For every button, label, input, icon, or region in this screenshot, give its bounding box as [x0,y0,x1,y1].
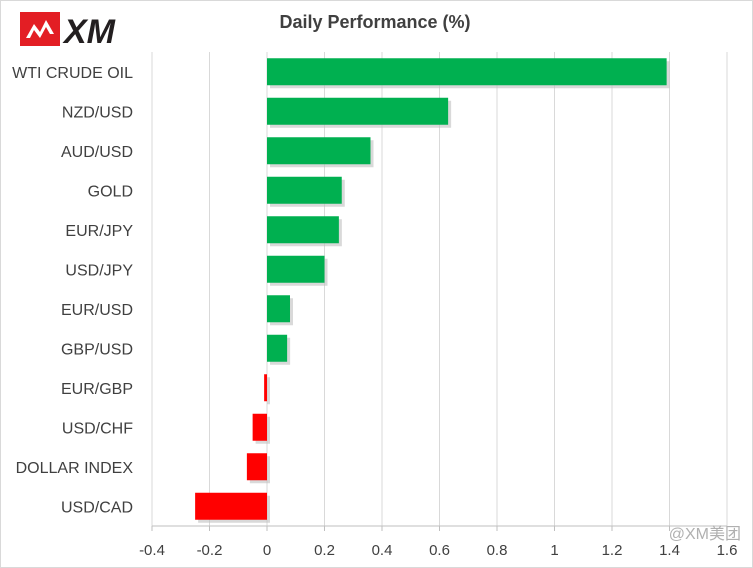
bar [267,216,339,244]
bar [195,492,267,520]
x-tick-label: 1.4 [659,542,680,559]
category-label: USD/CHF [62,420,133,437]
category-label: EUR/USD [61,302,133,319]
bar [267,334,288,362]
bar [267,176,342,204]
logo-text: XM [62,13,116,50]
category-label: DOLLAR INDEX [16,460,134,477]
bar-layer [195,58,670,523]
bar [267,295,290,323]
grid-layer [151,52,728,531]
x-tick-label: -0.4 [139,542,165,559]
watermark: @XM美团 [668,526,741,543]
bar [267,137,371,165]
category-label: GOLD [88,183,133,200]
x-tick-label: 0 [263,542,271,559]
x-tick-label: 0.6 [429,542,450,559]
x-tick-label: 1.6 [717,542,738,559]
category-label: NZD/USD [62,104,133,121]
xm-logo: XM [20,10,154,51]
category-label: USD/CAD [61,499,133,516]
bar [246,453,267,481]
bar [267,97,449,125]
xm-logo-graphic: XM [20,12,116,51]
bar [267,58,667,86]
x-tick-label: 0.4 [372,542,393,559]
x-tick-label: 0.8 [487,542,508,559]
category-label: USD/JPY [65,262,133,279]
logo-red-block [20,12,60,46]
x-tick-label: 0.2 [314,542,335,559]
x-tick-label: -0.2 [197,542,223,559]
category-label: EUR/GBP [61,381,133,398]
bar [264,374,267,402]
category-label: AUD/USD [61,144,133,161]
category-label: WTI CRUDE OIL [12,65,133,82]
category-label-layer: WTI CRUDE OIL NZD/USD AUD/USD GOLD EUR/JPY US… [12,65,133,517]
chart-title: Daily Performance (%) [279,12,471,32]
x-tick-label: 1.2 [602,542,623,559]
bar-shadow [267,377,270,405]
x-tick-layer: -0.4 -0.2 0 0.2 0.4 0.6 0.8 1 1.2 1.4 1.6 [139,542,737,559]
category-label: EUR/JPY [65,223,133,240]
bar [267,255,325,283]
category-label: GBP/USD [61,341,133,358]
logo-mark [26,20,54,38]
bar [252,413,267,441]
x-tick-label: 1 [550,542,558,559]
